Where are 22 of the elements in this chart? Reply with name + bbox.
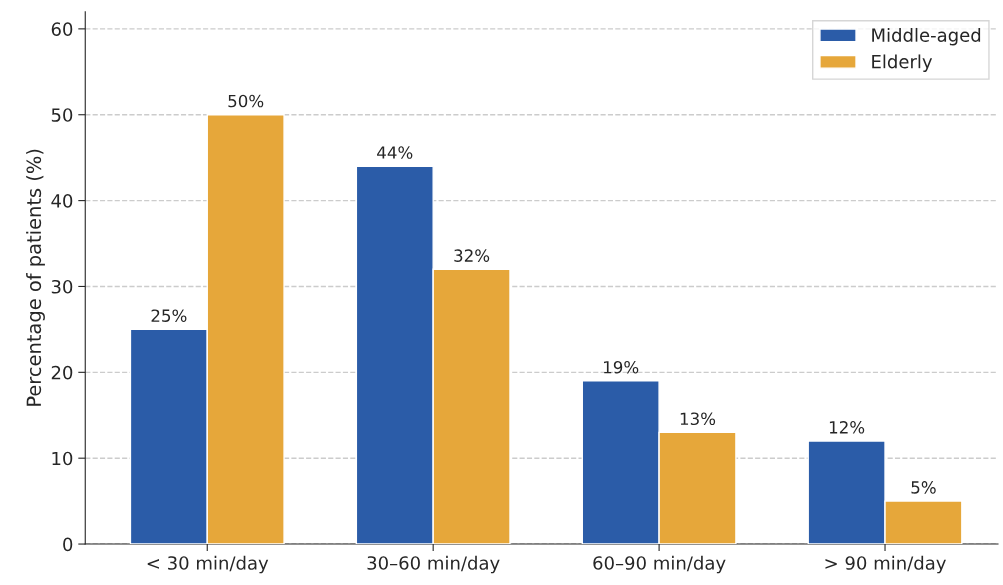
x-tick-label: < 30 min/day bbox=[147, 555, 269, 574]
y-tick-label: 60 bbox=[51, 22, 73, 36]
data-label: 19% bbox=[604, 360, 639, 374]
x-tick-label: > 90 min/day bbox=[825, 555, 946, 574]
legend-label: Elderly bbox=[872, 54, 933, 72]
y-tick-label: 40 bbox=[51, 194, 73, 208]
data-label: 44% bbox=[377, 146, 413, 159]
data-label: 32% bbox=[454, 249, 490, 262]
y-tick-label: 0 bbox=[63, 537, 73, 552]
y-axis-title: Percentage of patients (%) bbox=[26, 149, 45, 406]
x-tick-label: 60–90 min/day bbox=[593, 555, 726, 574]
y-tick-label: 10 bbox=[52, 451, 73, 466]
legend-label: Middle-aged bbox=[872, 27, 981, 46]
data-label: 50% bbox=[228, 94, 264, 108]
x-tick-label: 30–60 min/day bbox=[367, 555, 500, 574]
data-label: 25% bbox=[151, 309, 187, 322]
data-label: 5% bbox=[911, 481, 936, 494]
y-tick-label: 50 bbox=[51, 108, 73, 122]
y-tick-label: 20 bbox=[51, 365, 73, 380]
y-tick-label: 30 bbox=[51, 279, 73, 294]
data-label: 13% bbox=[680, 412, 716, 426]
data-label: 12% bbox=[829, 421, 865, 434]
